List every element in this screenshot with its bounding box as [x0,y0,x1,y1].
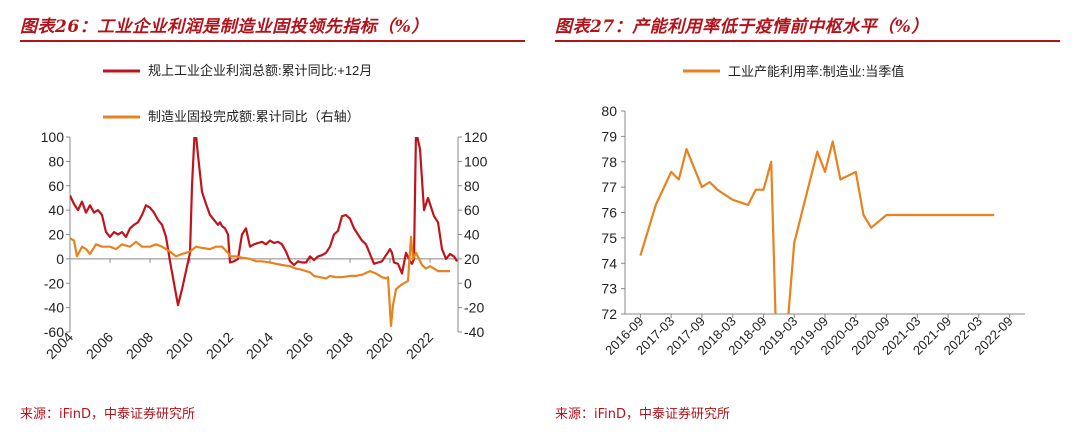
right-y-tick-label: 60 [464,202,480,218]
x-tick-label: 2006 [83,329,116,362]
utilization-series-line [639,140,995,314]
x-tick-label: 2022 [403,329,436,362]
y-tick-label: 77 [601,179,617,195]
right-y-tick-label: 40 [464,227,480,243]
y-tick-label: 79 [601,128,617,144]
y-tick-label: 73 [601,281,617,297]
x-tick-label: 2014 [243,329,276,362]
y-tick-label: 78 [601,154,617,170]
profit-series-line [70,137,458,307]
profit-vs-investment-chart: 100 80 60 40 20 0 -20 -40 -60 120 100 80 60 40 20 0 -20 -… [41,63,488,362]
left-y-tick-label: -40 [44,300,64,316]
left-y-tick-label: -20 [44,275,64,291]
right-y-tick-label: -20 [464,300,484,316]
y-tick-label: 72 [601,306,617,322]
left-y-tick-label: 20 [48,227,64,243]
left-y-tick-label: 40 [48,202,64,218]
x-tick-label: 2008 [123,329,156,362]
left-y-tick-label: 0 [56,251,64,267]
right-chart-title: 图表27：产能利用率低于疫情前中枢水平（%） [555,17,929,37]
left-panel: 图表26：工业企业利润是制造业固投领先指标（%） 100 80 60 40 20 0 -20… [20,0,525,432]
x-tick-label: 2012 [203,329,236,362]
investment-series-line [70,235,450,327]
left-title-rule [20,40,525,42]
x-tick-label: 2016 [283,329,316,362]
y-tick-label: 74 [601,255,617,271]
y-tick-label: 80 [601,103,617,119]
legend-label: 制造业固投完成额:累计同比（右轴） [148,109,360,124]
right-y-tick-label: 20 [464,251,480,267]
x-tick-label: 2020 [363,329,396,362]
left-y-tick-label: 80 [48,153,64,169]
right-y-tick-label: 120 [464,129,488,145]
x-tick-label: 2018 [323,329,356,362]
right-y-tick-label: 100 [464,153,488,169]
right-y-tick-label: 0 [464,275,472,291]
right-y-tick-label: 80 [464,178,480,194]
y-tick-label: 76 [601,205,617,221]
right-title-rule [555,40,1060,42]
left-chart-title: 图表26：工业企业利润是制造业固投领先指标（%） [20,17,429,37]
right-panel: 图表27：产能利用率低于疫情前中枢水平（%） 80 79 78 77 76 75 74 73 7… [555,0,1060,432]
left-y-tick-label: -60 [44,324,64,340]
y-tick-label: 75 [601,230,617,246]
left-source-note: 来源：iFinD，中泰证券研究所 [20,407,196,422]
legend-label: 规上工业企业利润总额:累计同比:+12月 [148,63,372,78]
legend-label: 工业产能利用率:制造业:当季值 [728,64,904,79]
x-tick-label: 2010 [163,329,196,362]
right-y-tick-label: -40 [464,324,484,340]
capacity-utilization-chart: 8079787776757473722016-092017-032017-092… [601,64,1025,358]
left-y-tick-label: 100 [41,129,65,145]
left-y-tick-label: 60 [48,178,64,194]
right-source-note: 来源：iFinD，中泰证券研究所 [555,407,731,422]
